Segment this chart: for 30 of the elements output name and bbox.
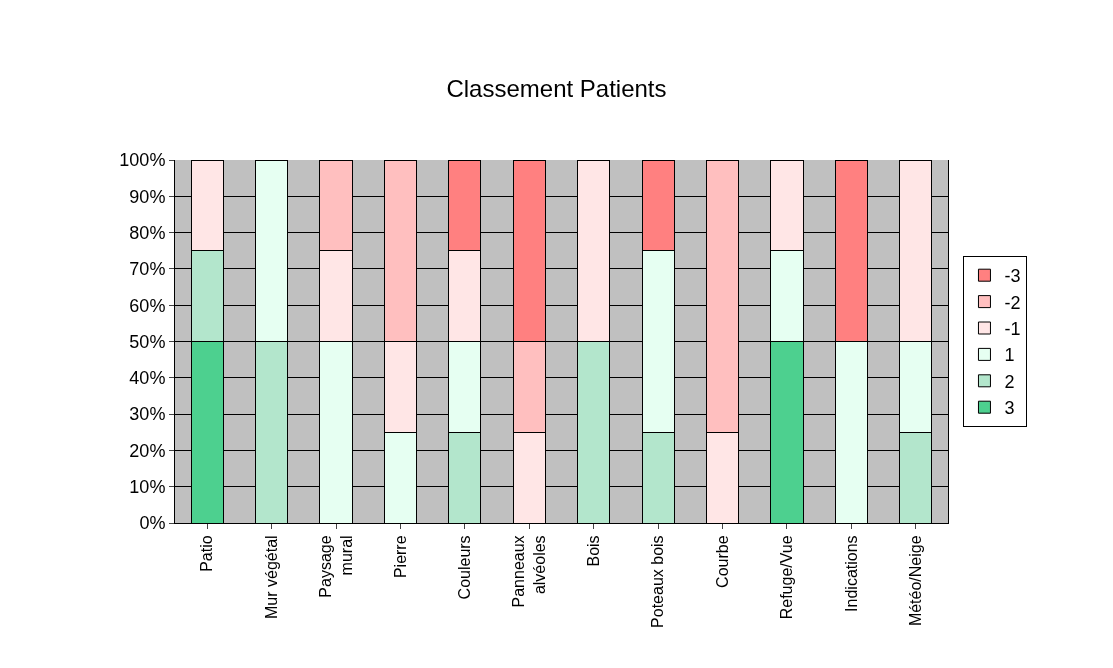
legend-label: -2 [1004, 292, 1021, 313]
y-tick-label: 50% [129, 331, 166, 352]
x-tick-label: Météo/Neige [906, 535, 924, 627]
legend-label: -1 [1004, 319, 1021, 340]
x-tick-label: Panneaux alvéoles [510, 535, 548, 608]
y-tick-label: 40% [129, 368, 166, 389]
y-tick-label: 20% [129, 440, 166, 461]
x-tick-label: Poteaux bois [649, 535, 667, 628]
x-tick-label: Patio [198, 535, 216, 572]
y-tick-label: 90% [129, 186, 166, 207]
chart-title: Classement Patients [446, 74, 667, 102]
y-tick-label: 60% [129, 295, 166, 316]
x-tick-label: Courbe [713, 535, 731, 588]
x-tick-label: Mur végétal [262, 535, 280, 619]
y-tick-label: 0% [139, 513, 166, 534]
y-tick-label: 10% [129, 477, 166, 497]
legend-label: 1 [1004, 345, 1015, 366]
x-tick-label: Couleurs [456, 535, 474, 600]
legend-label: 2 [1004, 371, 1015, 392]
x-tick-label: Refuge/Vue [778, 535, 796, 620]
y-tick-label: 70% [129, 259, 166, 280]
x-tick-label: Bois [584, 535, 602, 567]
legend-label: 3 [1004, 398, 1015, 419]
x-tick-label: Paysage mural [316, 535, 355, 598]
x-tick-label: Indications [842, 535, 860, 612]
legend-label: -3 [1004, 266, 1021, 287]
x-tick-label: Pierre [391, 535, 409, 579]
y-tick-label: 30% [129, 404, 166, 425]
y-tick-label: 100% [119, 150, 166, 171]
y-tick-label: 80% [129, 222, 166, 243]
